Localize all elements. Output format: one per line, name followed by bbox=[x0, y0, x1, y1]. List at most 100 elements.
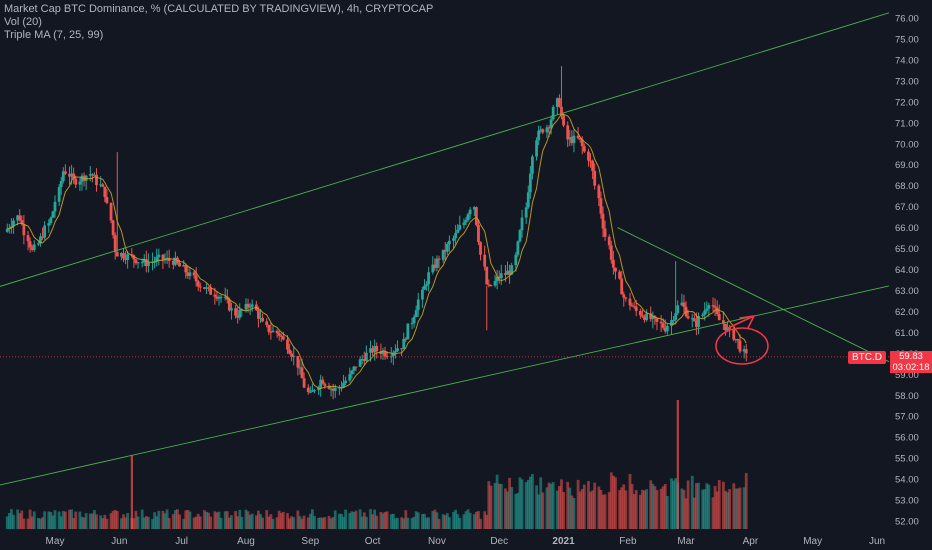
volume-bar bbox=[240, 517, 243, 529]
volume-bar bbox=[375, 516, 378, 529]
candle-body bbox=[639, 311, 642, 315]
candle-body bbox=[58, 187, 61, 202]
candle-body bbox=[535, 140, 538, 156]
candle-body bbox=[29, 241, 32, 247]
volume-bar bbox=[74, 512, 77, 529]
candle-body bbox=[712, 305, 715, 306]
candle-body bbox=[537, 131, 540, 140]
candle-body bbox=[189, 272, 192, 276]
volume-bar bbox=[406, 518, 409, 529]
candle-body bbox=[54, 202, 57, 212]
volume-bar bbox=[137, 517, 140, 529]
volume-bar bbox=[645, 489, 648, 529]
candle-body bbox=[396, 348, 399, 351]
time-tick-label: Aug bbox=[237, 536, 255, 547]
candle-body bbox=[475, 207, 478, 225]
candle-body bbox=[37, 243, 40, 244]
candle-body bbox=[593, 171, 596, 186]
volume-bar bbox=[323, 517, 326, 529]
candle-body bbox=[230, 308, 233, 310]
time-tick-label: Mar bbox=[677, 536, 695, 547]
volume-bar bbox=[469, 513, 472, 529]
price-tick-label: 68.00 bbox=[895, 181, 919, 192]
candle-body bbox=[705, 309, 708, 311]
candle-body bbox=[448, 241, 451, 244]
time-tick-label: Jun bbox=[111, 536, 127, 547]
volume-bar bbox=[313, 516, 316, 529]
candle-body bbox=[660, 322, 663, 323]
volume-bar bbox=[85, 513, 88, 529]
candle-body bbox=[247, 304, 250, 307]
volume-bar bbox=[562, 492, 565, 529]
volume-bar bbox=[12, 515, 15, 529]
time-tick-label: Apr bbox=[743, 536, 759, 547]
price-tick-label: 72.00 bbox=[895, 97, 919, 108]
volume-bar bbox=[552, 482, 555, 529]
volume-bar bbox=[438, 519, 441, 529]
candle-body bbox=[342, 383, 345, 387]
last-price-value: 59.83 bbox=[890, 351, 932, 362]
volume-bar bbox=[739, 488, 742, 529]
volume-bar bbox=[718, 480, 721, 529]
candle-body bbox=[95, 175, 98, 185]
candle-body bbox=[656, 318, 659, 322]
candle-body bbox=[641, 315, 644, 316]
volume-bar bbox=[251, 514, 254, 529]
legend-title: Market Cap BTC Dominance, % (CALCULATED … bbox=[4, 3, 433, 16]
legend-triple-ma: Triple MA (7, 25, 99) bbox=[4, 29, 433, 42]
price-tick-label: 61.00 bbox=[895, 328, 919, 339]
candle-body bbox=[703, 311, 706, 315]
volume-bar bbox=[105, 519, 108, 529]
candle-body bbox=[344, 381, 347, 383]
candle-body bbox=[683, 303, 686, 307]
volume-bar bbox=[521, 479, 524, 529]
volume-spike bbox=[677, 400, 679, 529]
candle-body bbox=[282, 336, 285, 339]
volume-bar bbox=[126, 513, 129, 529]
candle-body bbox=[193, 272, 196, 275]
price-tick-label: 69.00 bbox=[895, 160, 919, 171]
price-tick-label: 75.00 bbox=[895, 34, 919, 45]
candle-body bbox=[355, 367, 358, 368]
price-tick-label: 55.00 bbox=[895, 454, 919, 465]
candle-body bbox=[257, 310, 260, 319]
price-tick-label: 56.00 bbox=[895, 433, 919, 444]
time-tick-label: May bbox=[803, 536, 822, 547]
volume-bar bbox=[365, 517, 368, 529]
candle-body bbox=[184, 265, 187, 272]
candle-body bbox=[438, 259, 441, 260]
candle-body bbox=[662, 323, 665, 327]
candle-body bbox=[296, 356, 299, 368]
volume-bar bbox=[199, 516, 202, 529]
candle-body bbox=[629, 299, 632, 306]
volume-bar bbox=[282, 512, 285, 529]
candle-body bbox=[74, 179, 77, 185]
candle-body bbox=[114, 235, 117, 252]
candle-body bbox=[261, 318, 264, 322]
price-tick-label: 67.00 bbox=[895, 202, 919, 213]
time-tick-label: Sep bbox=[301, 536, 319, 547]
candle-body bbox=[213, 295, 216, 297]
candle-body bbox=[597, 186, 600, 199]
volume-bar bbox=[728, 489, 731, 529]
candle-body bbox=[436, 259, 439, 268]
volume-bar bbox=[116, 511, 119, 529]
symbol-tag: BTC.D bbox=[848, 351, 886, 364]
time-tick-label: 2021 bbox=[552, 536, 575, 547]
candle-body bbox=[33, 244, 36, 249]
price-tick-label: 76.00 bbox=[895, 14, 919, 25]
volume-bar bbox=[531, 474, 534, 529]
candle-body bbox=[267, 325, 270, 332]
volume-bar bbox=[427, 517, 430, 529]
candle-body bbox=[301, 367, 304, 378]
price-tick-label: 52.00 bbox=[895, 517, 919, 528]
candle-body bbox=[199, 286, 202, 287]
candle-body bbox=[718, 314, 721, 320]
candle-body bbox=[52, 212, 55, 218]
candle-body bbox=[27, 235, 30, 241]
candle-body bbox=[394, 351, 397, 352]
volume-bar bbox=[147, 517, 150, 529]
volume-bar bbox=[178, 514, 181, 529]
candle-body bbox=[276, 331, 279, 333]
